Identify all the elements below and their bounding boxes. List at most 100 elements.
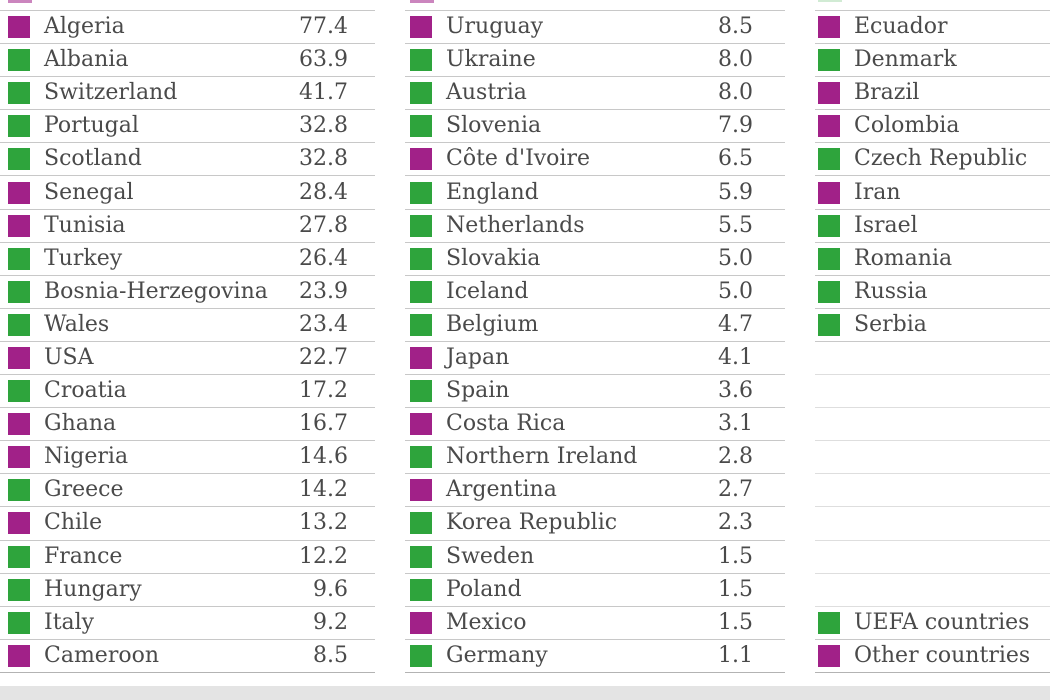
country-label: Russia	[854, 278, 928, 304]
country-label: Korea Republic	[446, 510, 618, 536]
legend-label: UEFA countries	[854, 609, 1030, 635]
country-value: 2.3	[718, 510, 753, 536]
other-swatch-icon	[8, 16, 30, 39]
country-label: Chile	[44, 510, 103, 536]
country-label: Czech Republic	[854, 146, 1028, 172]
uefa-swatch-icon	[410, 578, 432, 601]
country-label: USA	[44, 344, 94, 370]
country-value: 5.0	[718, 278, 753, 304]
country-label: Iran	[854, 179, 901, 205]
table-column-2: Uruguay 8.5 Ukraine 8.0 Austria 8.0 Slovenia 7.…	[405, 10, 785, 673]
country-value: 26.4	[299, 245, 348, 271]
country-row: Poland 1.5	[405, 574, 785, 607]
country-row: Bosnia-Herzegovina 23.9	[0, 276, 375, 309]
country-label: Belgium	[446, 311, 539, 337]
country-value: 5.0	[718, 245, 753, 271]
country-label: Côte d'Ivoire	[446, 146, 590, 172]
country-row: Ghana 16.7	[0, 408, 375, 442]
country-value: 1.5	[718, 543, 753, 569]
country-value: 8.0	[718, 80, 753, 106]
uefa-swatch-icon	[410, 115, 432, 138]
country-value: 16.7	[299, 411, 348, 437]
country-label: Ecuador	[854, 14, 948, 40]
country-row: Serbia	[815, 309, 1050, 342]
other-swatch-icon	[410, 413, 432, 436]
country-label: Argentina	[446, 477, 557, 503]
uefa-swatch-icon	[8, 247, 30, 270]
country-row: Hungary 9.6	[0, 574, 375, 607]
uefa-swatch-icon	[818, 313, 840, 336]
country-label: Turkey	[44, 245, 123, 271]
empty-row	[815, 342, 1050, 376]
other-swatch-icon	[410, 479, 432, 502]
country-value: 8.5	[313, 642, 348, 668]
country-row: Greece 14.2	[0, 474, 375, 508]
other-swatch-icon	[8, 214, 30, 237]
country-row: Slovenia 7.9	[405, 110, 785, 144]
uefa-swatch-icon	[8, 115, 30, 138]
country-row: Denmark	[815, 44, 1050, 78]
country-value: 2.7	[718, 477, 753, 503]
country-row: Wales 23.4	[0, 309, 375, 342]
country-label: Poland	[446, 576, 522, 602]
other-swatch-icon	[410, 346, 432, 369]
uefa-swatch-icon	[410, 247, 432, 270]
country-row: Japan 4.1	[405, 342, 785, 376]
uefa-swatch-icon	[8, 578, 30, 601]
country-row: Scotland 32.8	[0, 143, 375, 177]
country-label: Hungary	[44, 576, 142, 602]
country-row: Nigeria 14.6	[0, 441, 375, 475]
legend-label: Other countries	[854, 642, 1031, 668]
country-value: 32.8	[299, 146, 348, 172]
country-label: Bosnia-Herzegovina	[44, 278, 268, 304]
country-row: Brazil	[815, 77, 1050, 111]
uefa-swatch-icon	[410, 181, 432, 204]
uefa-swatch-icon	[8, 82, 30, 105]
empty-row	[815, 574, 1050, 607]
country-value: 3.1	[718, 411, 753, 437]
uefa-swatch-icon	[410, 380, 432, 403]
uefa-swatch-icon	[410, 446, 432, 469]
country-value: 13.2	[299, 510, 348, 536]
country-label: Netherlands	[446, 212, 585, 238]
cropped-swatch-remnant-icon	[8, 0, 32, 3]
country-row: Albania 63.9	[0, 44, 375, 78]
uefa-swatch-icon	[818, 49, 840, 72]
country-row: Tunisia 27.8	[0, 210, 375, 243]
country-row: Romania	[815, 243, 1050, 276]
legend-row: Other countries	[815, 640, 1050, 673]
uefa-swatch-icon	[410, 49, 432, 72]
bottom-band	[0, 686, 1050, 700]
country-label: Iceland	[446, 278, 529, 304]
uefa-swatch-icon	[8, 380, 30, 403]
country-label: Algeria	[44, 14, 125, 40]
country-value: 14.6	[299, 444, 348, 470]
country-row: Belgium 4.7	[405, 309, 785, 342]
country-value: 9.6	[313, 576, 348, 602]
uefa-swatch-icon	[8, 313, 30, 336]
other-swatch-icon	[818, 181, 840, 204]
country-value: 32.8	[299, 113, 348, 139]
country-row: Austria 8.0	[405, 77, 785, 111]
uefa-swatch-icon	[818, 611, 840, 634]
country-label: Denmark	[854, 47, 957, 73]
country-value: 2.8	[718, 444, 753, 470]
country-value: 14.2	[299, 477, 348, 503]
empty-row	[815, 408, 1050, 442]
country-row: Cameroon 8.5	[0, 640, 375, 673]
country-label: Wales	[44, 311, 110, 337]
country-row: Chile 13.2	[0, 507, 375, 541]
country-row: Costa Rica 3.1	[405, 408, 785, 442]
country-label: Tunisia	[44, 212, 126, 238]
country-label: Romania	[854, 245, 953, 271]
country-row: Italy 9.2	[0, 607, 375, 640]
empty-row	[815, 474, 1050, 508]
country-value: 27.8	[299, 212, 348, 238]
country-row: Sweden 1.5	[405, 541, 785, 574]
empty-row	[815, 541, 1050, 574]
country-value: 6.5	[718, 146, 753, 172]
other-swatch-icon	[818, 115, 840, 138]
country-label: Slovakia	[446, 245, 541, 271]
other-swatch-icon	[8, 413, 30, 436]
